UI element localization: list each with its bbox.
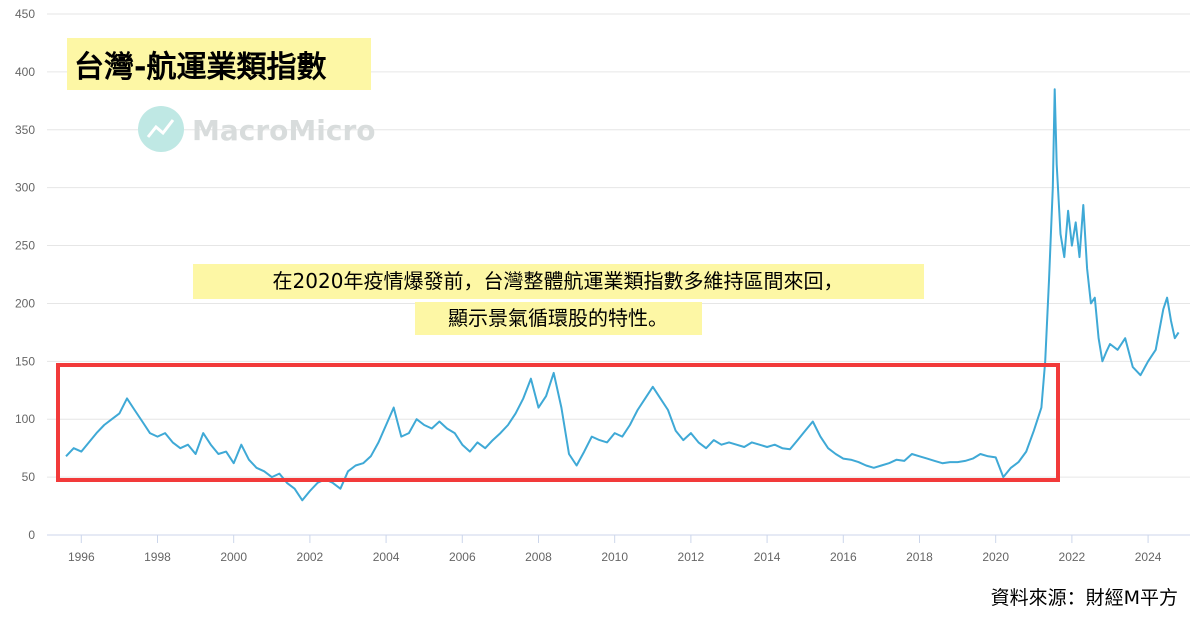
x-tick-label: 2016 bbox=[830, 550, 857, 564]
watermark-icon bbox=[146, 119, 175, 138]
x-tick-label: 1998 bbox=[144, 550, 171, 564]
x-tick-label: 2004 bbox=[373, 550, 400, 564]
watermark-group: MacroMicro bbox=[138, 106, 376, 152]
x-tick-label: 2018 bbox=[906, 550, 933, 564]
annotation-box bbox=[193, 264, 924, 299]
y-tick-label: 450 bbox=[15, 7, 35, 21]
x-tick-label: 2014 bbox=[754, 550, 781, 564]
annotation-box bbox=[415, 302, 702, 335]
x-tick-label: 1996 bbox=[68, 550, 95, 564]
annotation: 在2020年疫情爆發前，台灣整體航運業類指數多維持區間來回， bbox=[273, 269, 844, 293]
watermark-logo bbox=[138, 106, 184, 152]
x-tick-label: 2010 bbox=[601, 550, 628, 564]
y-tick-label: 0 bbox=[28, 528, 35, 542]
x-tick-label: 2008 bbox=[525, 550, 552, 564]
watermark: MacroMicro bbox=[192, 114, 376, 147]
y-tick-label: 200 bbox=[15, 296, 35, 310]
y-tick-label: 100 bbox=[15, 412, 35, 426]
y-tick-label: 50 bbox=[22, 470, 36, 484]
annotation: 顯示景氣循環股的特性。 bbox=[448, 306, 668, 330]
x-tick-label: 2002 bbox=[297, 550, 324, 564]
y-tick-label: 150 bbox=[15, 354, 35, 368]
x-tick-label: 2012 bbox=[678, 550, 705, 564]
x-tick-label: 2024 bbox=[1135, 550, 1162, 564]
x-tick-label: 2020 bbox=[982, 550, 1009, 564]
chart-title: 台灣-航運業類指數 bbox=[74, 50, 326, 85]
data-line bbox=[65, 88, 1180, 502]
x-tick-label: 2022 bbox=[1059, 550, 1086, 564]
y-tick-label: 300 bbox=[15, 181, 35, 195]
y-tick-label: 350 bbox=[15, 123, 35, 137]
title-box bbox=[67, 38, 371, 90]
source: 資料來源：財經M平方 bbox=[991, 587, 1178, 609]
x-tick-label: 2000 bbox=[220, 550, 247, 564]
y-tick-label: 400 bbox=[15, 65, 35, 79]
y-tick-label: 250 bbox=[15, 239, 35, 253]
x-tick-label: 2006 bbox=[449, 550, 476, 564]
grid: 0 50 100 150 200 250 300 350 400 450 1996 1998 2000 2… bbox=[15, 7, 1190, 564]
highlight-box bbox=[56, 363, 1060, 482]
